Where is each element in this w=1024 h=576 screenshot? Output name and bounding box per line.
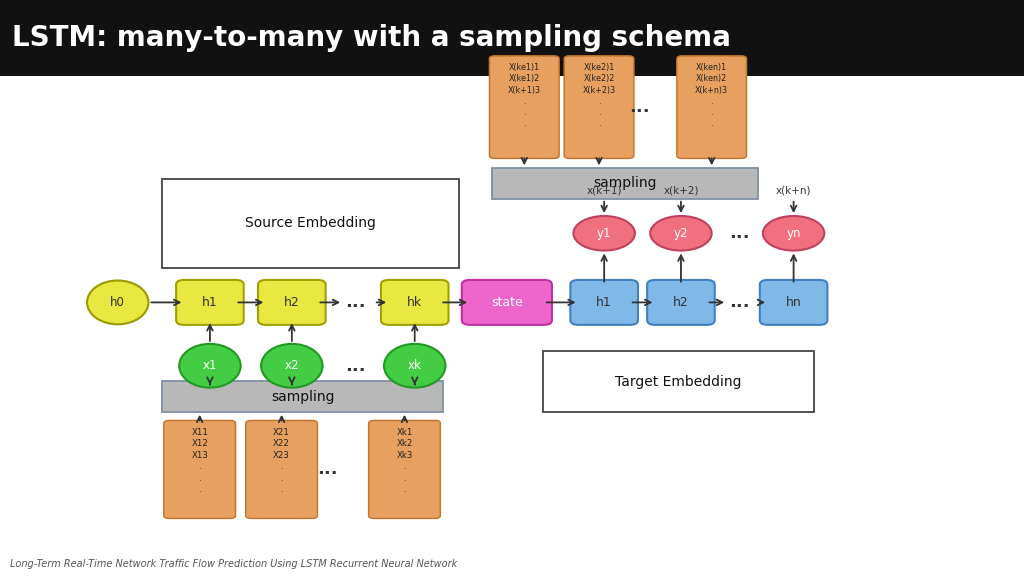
Text: LSTM: many-to-many with a sampling schema: LSTM: many-to-many with a sampling schem… xyxy=(12,24,731,52)
Text: h1: h1 xyxy=(202,296,218,309)
Circle shape xyxy=(763,216,824,251)
Ellipse shape xyxy=(261,344,323,388)
FancyBboxPatch shape xyxy=(258,280,326,325)
FancyBboxPatch shape xyxy=(489,56,559,158)
Text: h0: h0 xyxy=(111,296,125,309)
Text: ...: ... xyxy=(345,357,366,375)
Text: y1: y1 xyxy=(597,227,611,240)
FancyBboxPatch shape xyxy=(570,280,638,325)
Ellipse shape xyxy=(179,344,241,388)
FancyBboxPatch shape xyxy=(176,280,244,325)
Bar xyxy=(162,381,443,412)
Circle shape xyxy=(573,216,635,251)
Text: yn: yn xyxy=(786,227,801,240)
FancyBboxPatch shape xyxy=(677,56,746,158)
Text: ...: ... xyxy=(345,293,366,312)
FancyBboxPatch shape xyxy=(369,420,440,518)
Text: xk: xk xyxy=(408,359,422,372)
Text: x(k+1): x(k+1) xyxy=(587,185,622,195)
Text: ...: ... xyxy=(729,224,750,242)
Text: X(ke1)1
X(ke1)2
X(k+1)3
.
.
.: X(ke1)1 X(ke1)2 X(k+1)3 . . . xyxy=(508,63,541,128)
FancyBboxPatch shape xyxy=(246,420,317,518)
Text: h2: h2 xyxy=(284,296,300,309)
Text: sampling: sampling xyxy=(270,389,335,404)
Text: Source Embedding: Source Embedding xyxy=(245,216,376,230)
Text: hn: hn xyxy=(785,296,802,309)
Text: Target Embedding: Target Embedding xyxy=(615,374,741,389)
FancyBboxPatch shape xyxy=(381,280,449,325)
Bar xyxy=(543,351,814,412)
Text: state: state xyxy=(490,296,523,309)
Text: ...: ... xyxy=(317,460,338,479)
Text: h1: h1 xyxy=(596,296,612,309)
Text: X21
X22
X23
.
.
.: X21 X22 X23 . . . xyxy=(273,428,290,494)
Text: X11
X12
X13
.
.
.: X11 X12 X13 . . . xyxy=(191,428,208,494)
Text: sampling: sampling xyxy=(593,176,656,191)
Ellipse shape xyxy=(87,281,148,324)
Text: x(k+n): x(k+n) xyxy=(776,185,811,195)
Text: h2: h2 xyxy=(673,296,689,309)
Bar xyxy=(162,179,459,268)
FancyBboxPatch shape xyxy=(647,280,715,325)
Text: X(ken)1
X(ken)2
X(k+n)3
.
.
.: X(ken)1 X(ken)2 X(k+n)3 . . . xyxy=(695,63,728,128)
FancyBboxPatch shape xyxy=(0,0,1024,76)
Text: x(k+2): x(k+2) xyxy=(664,185,698,195)
Text: X(ke2)1
X(ke2)2
X(k+2)3
.
.
.: X(ke2)1 X(ke2)2 X(k+2)3 . . . xyxy=(583,63,615,128)
FancyBboxPatch shape xyxy=(564,56,634,158)
Text: Long-Term Real-Time Network Traffic Flow Prediction Using LSTM Recurrent Neural : Long-Term Real-Time Network Traffic Flow… xyxy=(10,559,458,569)
Bar xyxy=(492,168,758,199)
Text: hk: hk xyxy=(408,296,422,309)
FancyBboxPatch shape xyxy=(462,280,552,325)
Text: x1: x1 xyxy=(203,359,217,372)
Circle shape xyxy=(650,216,712,251)
FancyBboxPatch shape xyxy=(164,420,236,518)
FancyBboxPatch shape xyxy=(760,280,827,325)
Text: y2: y2 xyxy=(674,227,688,240)
Ellipse shape xyxy=(384,344,445,388)
Text: ...: ... xyxy=(729,293,750,312)
Text: Xk1
Xk2
Xk3
.
.
.: Xk1 Xk2 Xk3 . . . xyxy=(396,428,413,494)
Text: x2: x2 xyxy=(285,359,299,372)
Text: ...: ... xyxy=(629,98,649,116)
